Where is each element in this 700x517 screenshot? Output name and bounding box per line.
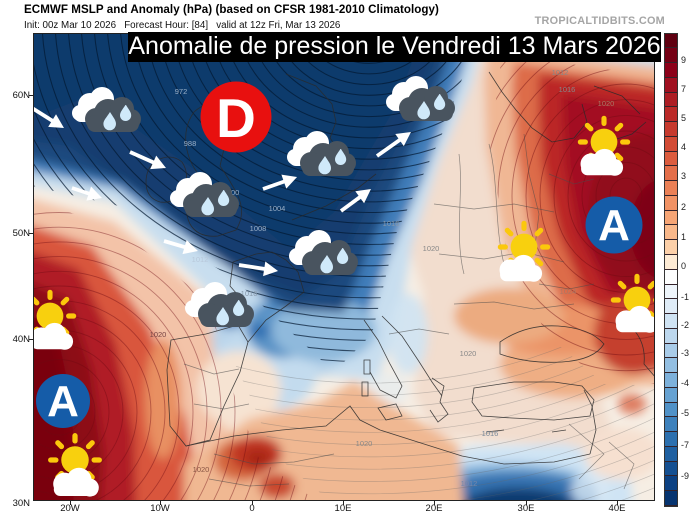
svg-text:1008: 1008	[250, 224, 267, 233]
svg-text:1020: 1020	[150, 330, 167, 339]
svg-text:1020: 1020	[193, 465, 210, 474]
svg-text:A: A	[598, 201, 630, 250]
svg-text:1020: 1020	[356, 439, 373, 448]
svg-text:1020: 1020	[598, 99, 615, 108]
svg-text:D: D	[216, 87, 256, 149]
svg-text:1012: 1012	[461, 479, 478, 488]
svg-text:1016: 1016	[383, 219, 400, 228]
svg-text:1016: 1016	[559, 85, 576, 94]
svg-text:1020: 1020	[460, 349, 477, 358]
svg-text:1016: 1016	[482, 429, 499, 438]
svg-text:1020: 1020	[423, 244, 440, 253]
svg-text:1012: 1012	[552, 68, 569, 77]
svg-text:1012: 1012	[192, 255, 209, 264]
svg-text:1004: 1004	[269, 204, 286, 213]
svg-text:972: 972	[175, 87, 188, 96]
svg-text:A: A	[47, 377, 79, 426]
svg-text:988: 988	[184, 139, 197, 148]
svg-text:1024: 1024	[560, 287, 577, 296]
svg-text:1016: 1016	[241, 289, 258, 298]
